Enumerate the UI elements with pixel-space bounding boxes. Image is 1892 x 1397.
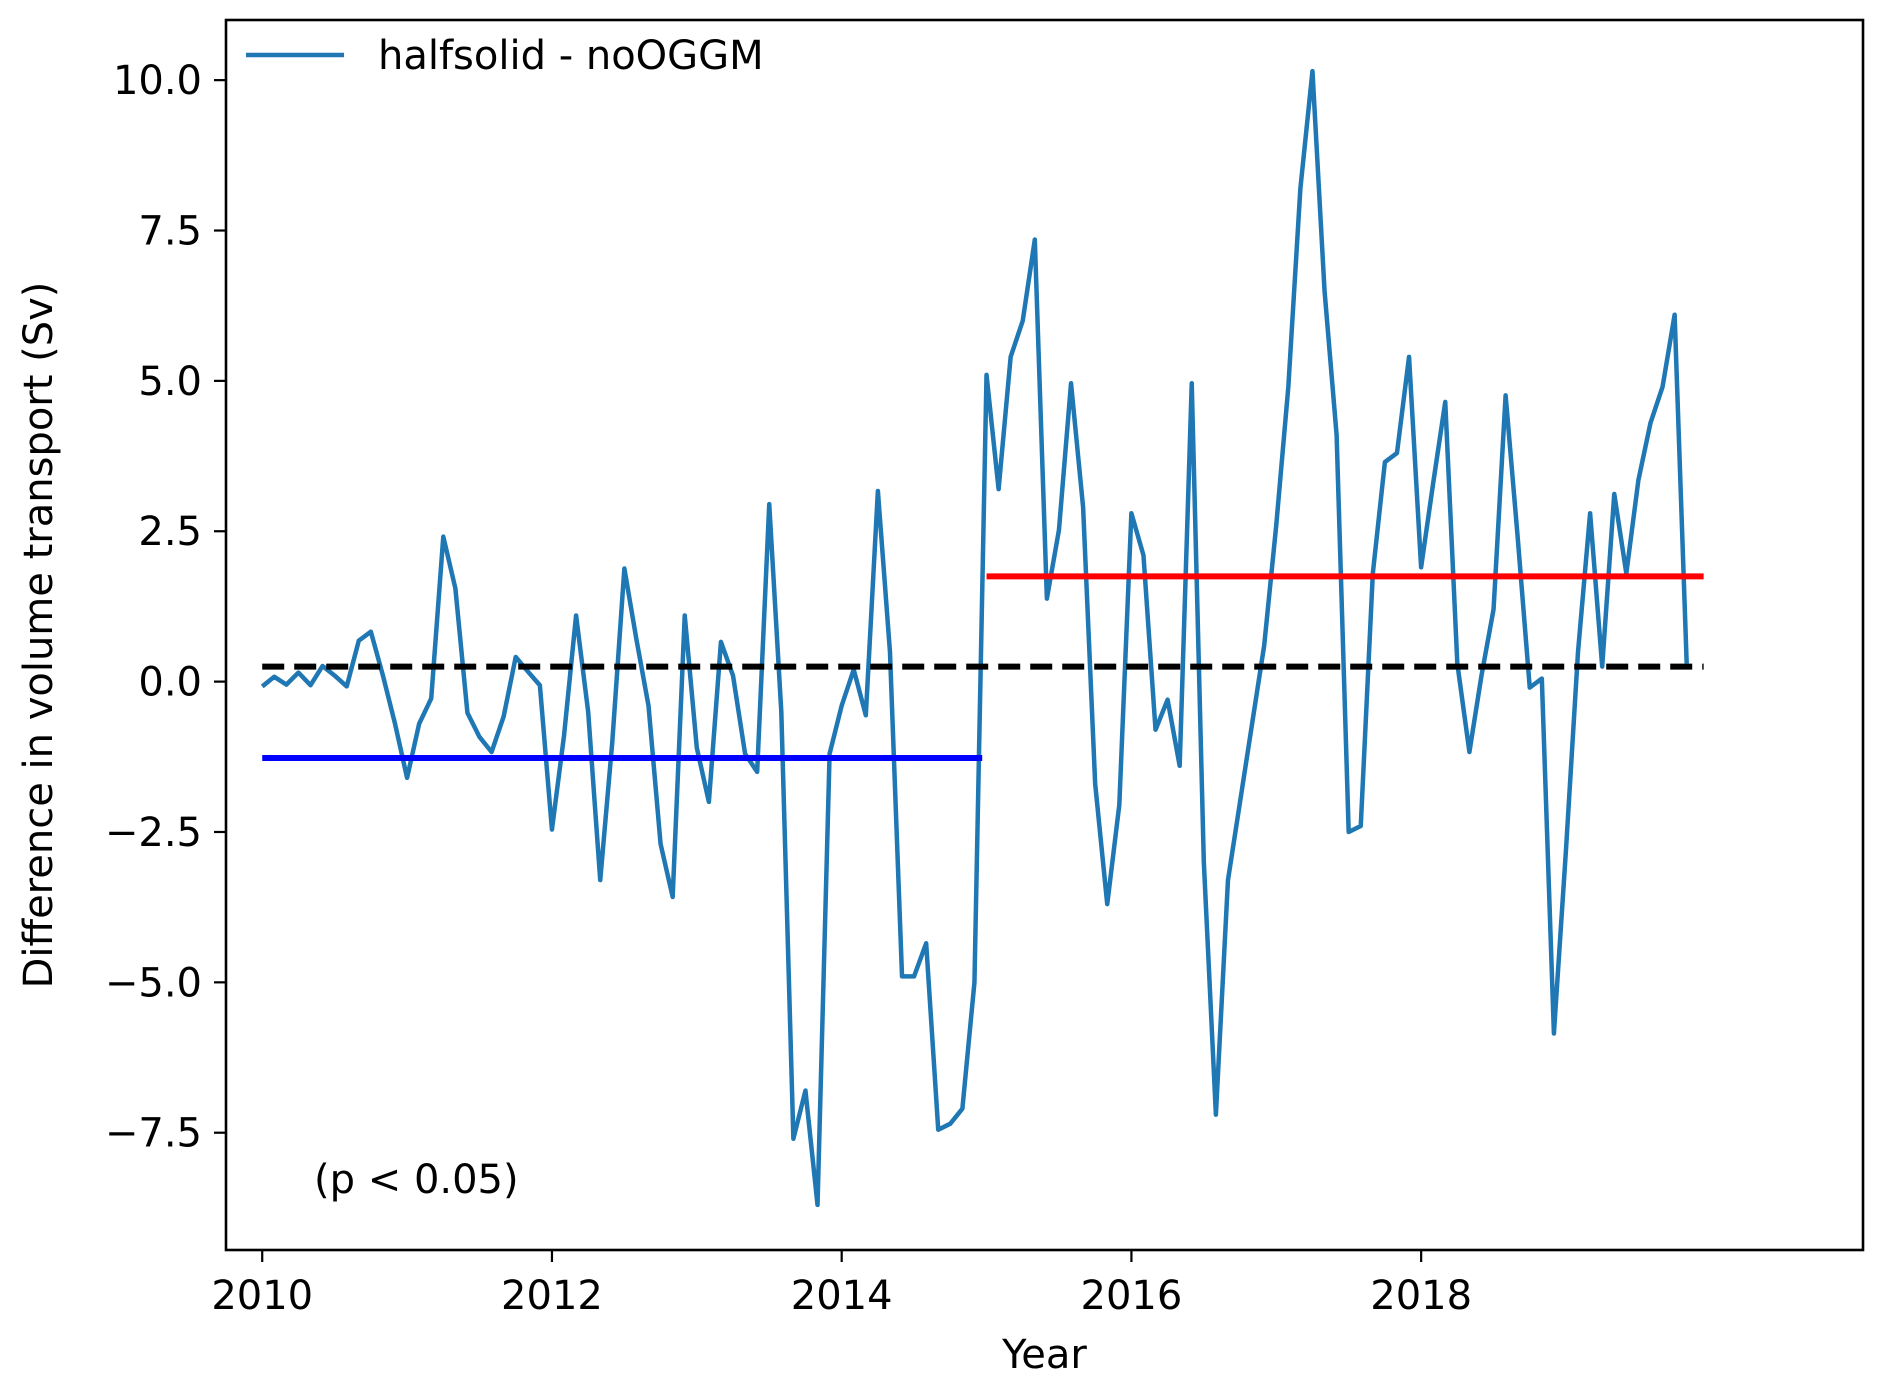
legend: halfsolid - noOGGM [246,33,764,79]
significance-annotation: (p < 0.05) [314,1157,519,1203]
axes-frame [224,18,1865,1252]
x-axis-label: Year [1001,1332,1087,1378]
x-tick-label: 2014 [791,1273,893,1319]
y-tick-label: 7.5 [138,209,202,255]
y-tick-label: 0.0 [138,660,202,706]
y-ticks: −7.5 −5.0 −2.5 0.0 2.5 5.0 7.5 10.0 [105,58,226,1157]
y-tick-label: 10.0 [113,58,202,104]
axes: 2010 2012 2014 2016 2018 −7.5 −5.0 −2.5 0.0 2.5 5… [105,18,1865,1319]
legend-label: halfsolid - noOGGM [378,33,764,79]
x-tick-label: 2016 [1081,1273,1183,1319]
y-tick-label: 5.0 [138,359,202,405]
series-line-halfsolid-noOGGM [260,68,1689,1208]
plot-area [260,68,1704,1208]
y-tick-label: 2.5 [138,509,202,555]
x-tick-label: 2010 [211,1273,313,1319]
x-ticks: 2010 2012 2014 2016 2018 [211,1250,1472,1319]
y-tick-label: −2.5 [105,810,202,856]
x-tick-label: 2018 [1370,1273,1472,1319]
y-tick-label: −5.0 [105,960,202,1006]
x-tick-label: 2012 [501,1273,603,1319]
y-axis-label: Difference in volume transport (Sv) [16,282,62,989]
y-tick-label: −7.5 [105,1111,202,1157]
